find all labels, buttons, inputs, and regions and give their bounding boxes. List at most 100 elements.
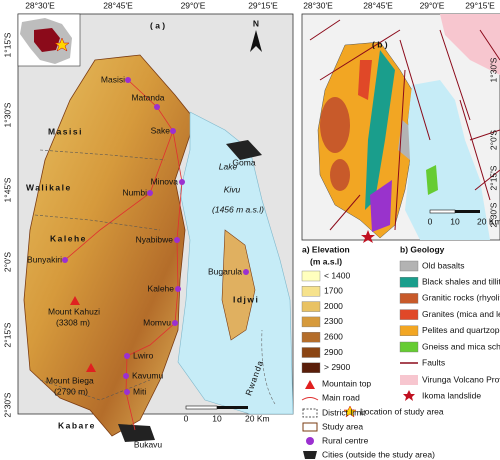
district-label: Kalehe (50, 233, 87, 243)
legend-label: District limit (322, 407, 366, 417)
legend-district (302, 408, 318, 418)
legend-swatch (399, 341, 419, 353)
mountain-name: Mount Biega (46, 375, 94, 385)
legend-label: 2600 (324, 331, 343, 341)
north-label: N (253, 18, 259, 28)
legend-label: Granitic rocks (rhyolite) (422, 293, 500, 303)
legend-label: Mountain top (322, 378, 371, 388)
scale-label: 20 Km (245, 413, 270, 423)
purple-unit (370, 180, 392, 232)
lon-tick: 28°30'E (25, 0, 55, 10)
legend-title: b) Geology (400, 244, 445, 254)
lat-tick: 2°15'S (2, 322, 12, 347)
border (261, 329, 276, 405)
legend-title: a) Elevation (302, 244, 350, 254)
goma-city (226, 140, 262, 160)
legend-swatch (301, 301, 321, 312)
legend-swatch (399, 293, 419, 304)
legend-swatch (301, 270, 321, 282)
virunga (440, 14, 500, 75)
place-label: Miti (133, 386, 146, 396)
rural-centre (154, 104, 160, 110)
legend-location (343, 405, 357, 418)
legend-label: Faults (422, 357, 445, 367)
rural-centre (147, 190, 153, 196)
scale-label: 10 (212, 413, 222, 423)
rural-centre (62, 257, 68, 263)
place-label: Numbi (122, 187, 147, 197)
legend-label: < 1400 (324, 270, 351, 280)
scale-label: 20 Km (477, 216, 500, 226)
legend-label: Granites (mica and leucogranites) (422, 309, 500, 319)
legend-swatch (301, 332, 321, 343)
lake-label: (1456 m a.s.l) (212, 204, 264, 214)
place-label: Momvu (143, 317, 171, 327)
lat-tick: 2°15'S (488, 165, 498, 190)
panel-label: ( a ) (150, 20, 165, 30)
legend-label: Main road (322, 392, 360, 402)
lon-tick: 29°15'E (465, 0, 495, 10)
scale-label: 0 (428, 216, 433, 226)
scale-label: 10 (450, 216, 460, 226)
lat-tick: 2°0'S (2, 252, 12, 272)
north-arrow (250, 30, 262, 52)
legend-road (301, 397, 319, 401)
legend-label: Rural centre (322, 435, 369, 445)
legend-virunga (400, 375, 418, 385)
lon-tick: 29°0'E (420, 0, 445, 10)
legend-symbols (301, 362, 418, 459)
legend-swatch (399, 277, 419, 288)
place-label: Sake (151, 125, 171, 135)
legend-label: 2300 (324, 316, 343, 326)
lon-tick: 28°45'E (363, 0, 393, 10)
legend-label: Cities (outside the study area) (322, 449, 435, 459)
legend-swatch (399, 309, 419, 320)
mountain-top (70, 296, 80, 305)
mountain-height: (2790 m) (54, 386, 88, 396)
scale-bar (185, 405, 218, 410)
rural-centre (124, 353, 130, 359)
legend-swatch (301, 316, 321, 328)
place-label: Kavumu (132, 370, 163, 380)
legend-label: Black shales and tillite (422, 276, 500, 286)
legend-label: Virunga Volcano Province (422, 374, 500, 384)
place-label: Nyabibwe (136, 234, 174, 244)
place-label: Minova (151, 176, 179, 186)
legend-swatch (301, 286, 321, 297)
lake-kivu (405, 80, 490, 240)
idjwi-island (221, 229, 256, 341)
mountain-name: Mount Kahuzi (48, 306, 100, 316)
place-label: Lwiro (133, 350, 154, 360)
legend-label: Study area (322, 421, 363, 431)
legend-ikoma (403, 390, 415, 401)
legend-subtitle: (m a.s.l) (310, 256, 342, 266)
rural-centre (174, 237, 180, 243)
faults (309, 19, 500, 231)
lake-label: Lake (219, 161, 238, 171)
lon-tick: 29°15'E (248, 0, 278, 10)
rural-centre (179, 179, 185, 185)
legend-label: Ikoma landslide (422, 390, 481, 400)
legend-swatch (301, 347, 321, 358)
granitic-rocks (320, 97, 350, 153)
scale-label: 0 (184, 413, 189, 423)
legend-label: 1700 (324, 286, 343, 296)
lat-tick: 2°30'S (2, 392, 12, 417)
lat-tick: 1°30'S (488, 57, 498, 82)
legend-study (302, 422, 318, 432)
place-label: Matanda (131, 92, 164, 102)
place-label: Kalehe (148, 283, 175, 293)
district-limit (34, 149, 166, 401)
legend-label: Old basalts (422, 260, 465, 270)
legend-swatch (399, 260, 419, 272)
rural-centre (170, 128, 176, 134)
lat-tick: 2°30'S (488, 202, 498, 227)
legend-rural (306, 437, 314, 445)
scale-bar (217, 406, 248, 409)
mountain-height: (3308 m) (56, 317, 90, 327)
panel-a (17, 13, 294, 442)
rural-centre (124, 389, 130, 395)
scale-bar (455, 210, 480, 213)
legend-city (303, 451, 317, 459)
lat-tick: 1°30'S (2, 102, 12, 127)
